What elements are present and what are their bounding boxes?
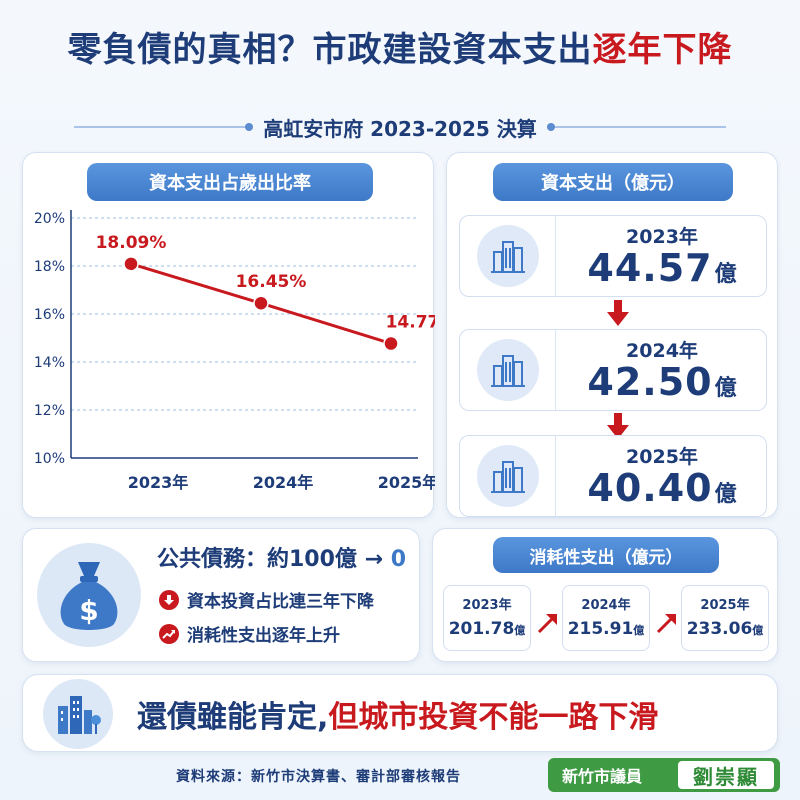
capex-box-2025: 2025年 40.40億 [459, 435, 767, 517]
up-right-arrow-icon [656, 614, 676, 634]
x-tick-label: 2025年 [378, 473, 435, 492]
building-icon [476, 339, 539, 401]
debt-point-2: 消耗性支出逐年上升 [159, 621, 340, 646]
debt-card: $ 公共債務：約100億 → 0 資本投資占比連三年下降 消耗性支出逐年上升 [22, 528, 420, 662]
money-bag-icon: $ [37, 543, 141, 647]
x-tick-label: 2023年 [128, 473, 189, 492]
title-main: 零負債的真相？市政建設資本支出 [67, 30, 593, 70]
trend-up-icon [159, 623, 179, 644]
page-title: 零負債的真相？市政建設資本支出逐年下降 [0, 22, 800, 71]
data-label: 18.09% [96, 233, 167, 253]
y-tick-label: 20% [34, 211, 65, 227]
y-tick-label: 12% [34, 403, 65, 419]
data-point [123, 256, 139, 272]
data-point [253, 295, 269, 311]
y-tick-label: 10% [34, 451, 65, 467]
down-arrow-icon [607, 300, 629, 326]
down-arrow-icon [159, 589, 179, 610]
up-right-arrow-icon [537, 614, 557, 634]
signature-name: 劉崇顯 [678, 761, 774, 789]
consumption-box-2023: 2023年 201.78億 [443, 585, 531, 651]
subtitle-row: 高虹安市府 2023-2025 決算 [0, 112, 800, 142]
capex-value: 42.50億 [587, 360, 737, 404]
y-tick-label: 18% [34, 259, 65, 275]
capex-year: 2025年 [626, 446, 698, 468]
title-highlight: 逐年下降 [592, 30, 733, 70]
capex-box-2023: 2023年 44.57億 [459, 215, 767, 297]
banner-text: 還債雖能肯定,但城市投資不能一路下滑 [137, 700, 659, 735]
capex-card: 資本支出（億元） 2023年 44.57億 2024年 42.50億 2025年… [446, 152, 778, 518]
capex-value: 44.57億 [587, 246, 737, 290]
y-tick-label: 16% [34, 307, 65, 323]
svg-text:$: $ [79, 594, 98, 627]
consumption-box-2024: 2024年 215.91億 [562, 585, 650, 651]
ratio-line-chart: 10% 12% 14% 16% 18% 20% 2023年 2024年 2025年 18.09% 1… [34, 210, 435, 492]
capex-year: 2024年 [626, 340, 698, 362]
down-arrow-icon [607, 413, 629, 439]
consumption-box-2025: 2025年 233.06億 [681, 585, 769, 651]
data-source: 資料來源：新竹市決算書、審計部審核報告 [176, 769, 461, 785]
capex-value: 40.40億 [587, 466, 737, 510]
capex-box-2024: 2024年 42.50億 [459, 329, 767, 411]
data-point [383, 335, 399, 352]
ratio-chart-card: 資本支出占歲出比率 10% 12% 14% 16% 18% 20% 2023年 2024年 20… [22, 152, 435, 518]
y-tick-label: 14% [34, 355, 65, 371]
consumption-card: 消耗性支出（億元） 2023年 201.78億 2024年 215.91億 20… [432, 528, 778, 662]
subtitle-divider-left [74, 123, 254, 131]
data-label: 14.77% [386, 313, 435, 333]
subtitle: 高虹安市府 2023-2025 決算 [263, 116, 537, 141]
subtitle-divider-right [546, 123, 726, 131]
conclusion-banner: 還債雖能肯定,但城市投資不能一路下滑 [22, 674, 778, 752]
data-label: 16.45% [236, 272, 307, 292]
signature-badge: 新竹市議員 劉崇顯 [548, 758, 780, 792]
debt-title: 公共債務：約100億 → 0 [157, 547, 406, 572]
consumption-title: 消耗性支出（億元） [493, 537, 719, 573]
building-icon [476, 445, 539, 507]
city-icon [43, 679, 113, 749]
capex-year: 2023年 [626, 226, 698, 248]
signature-role: 新竹市議員 [562, 767, 643, 786]
capex-title: 資本支出（億元） [493, 163, 733, 201]
debt-point-1: 資本投資占比連三年下降 [159, 587, 374, 612]
x-tick-label: 2024年 [253, 473, 314, 492]
building-icon [476, 225, 539, 287]
chart-title: 資本支出占歲出比率 [87, 163, 373, 201]
